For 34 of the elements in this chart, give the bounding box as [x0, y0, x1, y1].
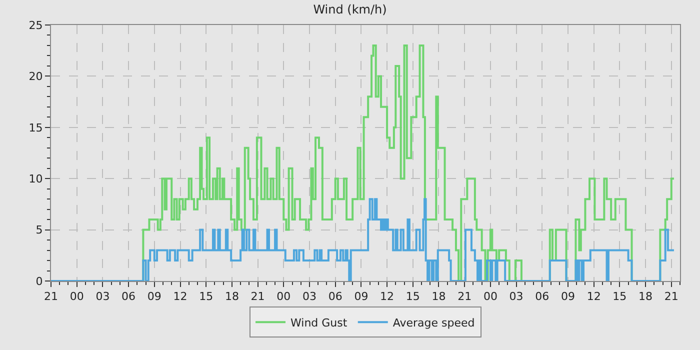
- x-tick-label: 00: [70, 290, 84, 304]
- x-tick-label: 03: [96, 290, 110, 304]
- chart-title: Wind (km/h): [313, 2, 387, 17]
- x-tick-label: 12: [380, 290, 394, 304]
- y-tick-label: 10: [28, 172, 43, 186]
- y-tick-label: 5: [36, 224, 43, 237]
- x-tick-label: 03: [302, 290, 316, 304]
- x-tick-label: 00: [276, 290, 291, 304]
- x-tick-label: 15: [199, 290, 214, 304]
- x-tick-label: 06: [535, 290, 550, 304]
- legend-label: Wind Gust: [290, 316, 348, 330]
- x-tick-label: 06: [122, 290, 136, 304]
- y-tick-label: 25: [28, 18, 43, 32]
- legend-label: Average speed: [392, 316, 475, 330]
- x-tick-label: 18: [432, 290, 446, 304]
- x-tick-label: 21: [664, 290, 678, 304]
- x-tick-label: 21: [44, 290, 58, 304]
- y-tick-label: 20: [28, 70, 43, 84]
- x-tick-label: 15: [612, 290, 627, 304]
- x-tick-label: 09: [560, 290, 575, 304]
- y-tick-label: 0: [36, 274, 43, 288]
- x-tick-label: 09: [354, 290, 368, 304]
- x-tick-label: 18: [638, 290, 653, 304]
- x-tick-label: 18: [224, 290, 239, 304]
- x-tick-label: 00: [483, 290, 498, 304]
- x-tick-label: 09: [147, 290, 162, 304]
- x-tick-label: 12: [586, 290, 601, 304]
- x-tick-label: 06: [328, 290, 342, 304]
- x-tick-label: 03: [509, 290, 524, 304]
- x-tick-label: 21: [250, 290, 265, 304]
- x-tick-label: 15: [406, 290, 420, 304]
- y-tick-label: 15: [28, 121, 43, 134]
- x-tick-label: 21: [458, 290, 472, 304]
- x-tick-label: 12: [173, 290, 188, 304]
